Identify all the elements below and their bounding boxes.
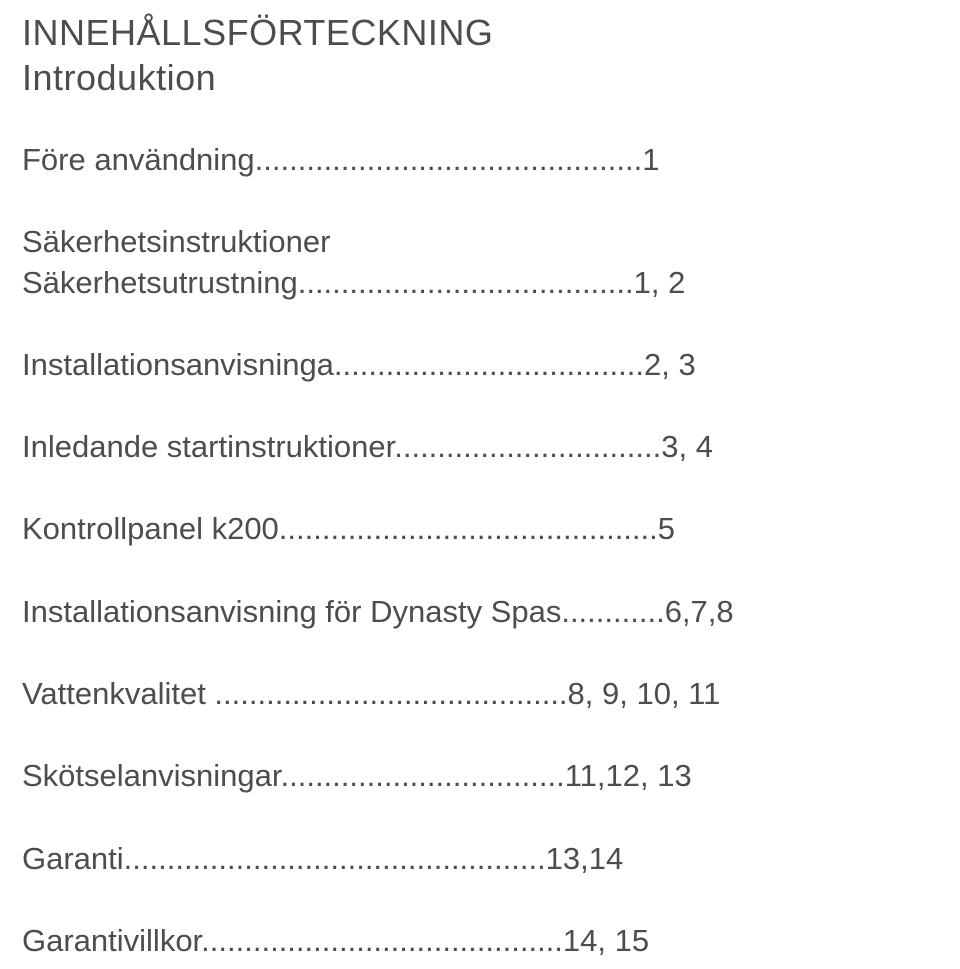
toc-entry: Före användning.........................… [22,140,938,180]
toc-entry: Säkerhetsutrustning.....................… [22,263,938,303]
toc-entry: Vattenkvalitet .........................… [22,674,938,714]
heading-line-2: Introduktion [22,55,938,100]
toc-entry: Kontrollpanel k200......................… [22,509,938,549]
toc-entry: Garantivillkor..........................… [22,921,938,961]
toc-entry: Inledande startinstruktioner............… [22,427,938,467]
toc-heading: INNEHÅLLSFÖRTECKNING Introduktion [22,10,938,100]
toc-entry: Skötselanvisningar......................… [22,756,938,796]
toc-entry: Garanti.................................… [22,839,938,879]
heading-line-1: INNEHÅLLSFÖRTECKNING [22,10,938,55]
toc-entry: Installationsanvisning för Dynasty Spas.… [22,592,938,632]
toc-entry: Installationsanvisninga.................… [22,345,938,385]
toc-entry: Säkerhetsinstruktioner [22,222,938,262]
